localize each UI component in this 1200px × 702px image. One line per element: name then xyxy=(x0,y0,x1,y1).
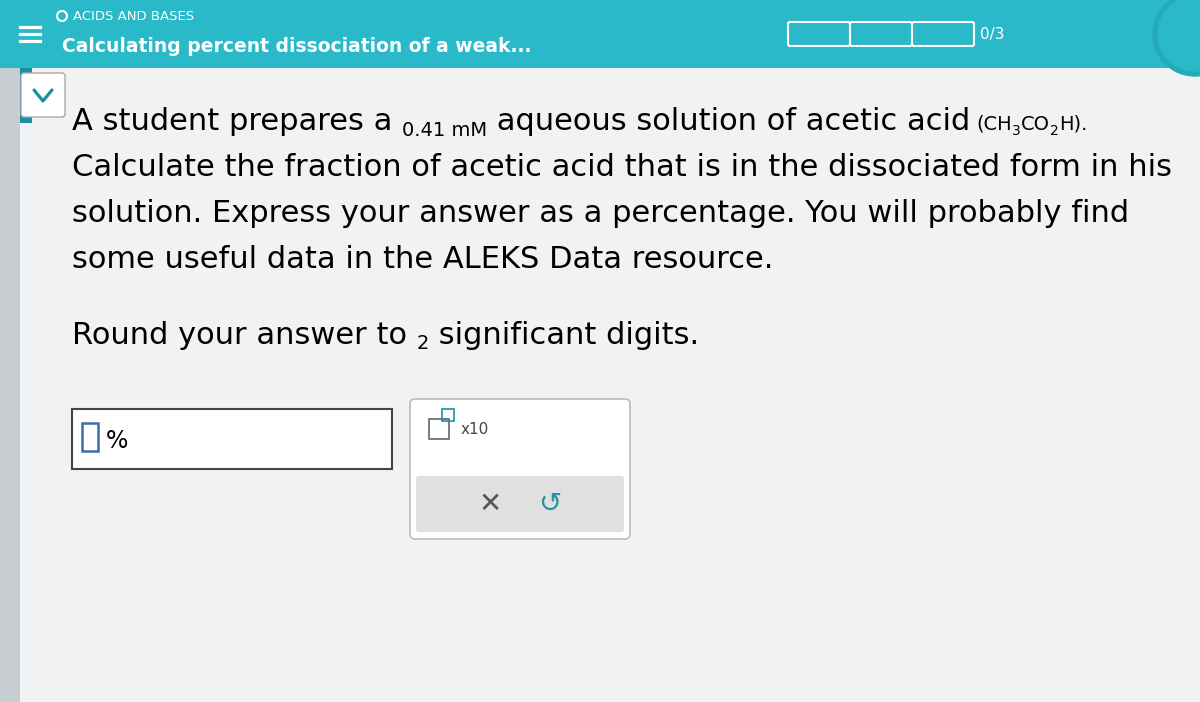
FancyBboxPatch shape xyxy=(410,399,630,539)
Text: some useful data in the ALEKS Data resource.: some useful data in the ALEKS Data resou… xyxy=(72,245,773,274)
Text: CO: CO xyxy=(1021,115,1050,134)
Text: 0.41 mM: 0.41 mM xyxy=(402,121,487,140)
Text: (CH: (CH xyxy=(977,115,1013,134)
FancyBboxPatch shape xyxy=(20,68,1200,702)
Text: Round your answer to: Round your answer to xyxy=(72,321,416,350)
Text: H).: H). xyxy=(1058,115,1087,134)
Text: ↺: ↺ xyxy=(539,490,562,518)
Text: significant digits.: significant digits. xyxy=(430,321,700,350)
FancyBboxPatch shape xyxy=(416,476,624,532)
FancyBboxPatch shape xyxy=(20,68,32,123)
Text: 3: 3 xyxy=(1013,124,1021,138)
FancyBboxPatch shape xyxy=(0,0,1200,68)
Text: aqueous solution of acetic acid: aqueous solution of acetic acid xyxy=(487,107,977,136)
Text: ACIDS AND BASES: ACIDS AND BASES xyxy=(73,10,194,22)
Text: A student prepares a: A student prepares a xyxy=(72,107,402,136)
Text: %: % xyxy=(106,429,128,453)
Text: 0/3: 0/3 xyxy=(980,27,1004,41)
FancyBboxPatch shape xyxy=(22,73,65,117)
Text: x10: x10 xyxy=(461,421,490,437)
Text: 2: 2 xyxy=(1050,124,1058,138)
FancyBboxPatch shape xyxy=(72,409,392,469)
FancyBboxPatch shape xyxy=(0,68,20,702)
Text: Calculating percent dissociation of a weak...: Calculating percent dissociation of a we… xyxy=(62,37,532,55)
Text: 2: 2 xyxy=(416,334,430,353)
Text: ✕: ✕ xyxy=(479,490,502,518)
Circle shape xyxy=(1158,0,1200,71)
Text: Calculate the fraction of acetic acid that is in the dissociated form in his: Calculate the fraction of acetic acid th… xyxy=(72,153,1172,182)
Text: solution. Express your answer as a percentage. You will probably find: solution. Express your answer as a perce… xyxy=(72,199,1129,228)
Circle shape xyxy=(1153,0,1200,76)
